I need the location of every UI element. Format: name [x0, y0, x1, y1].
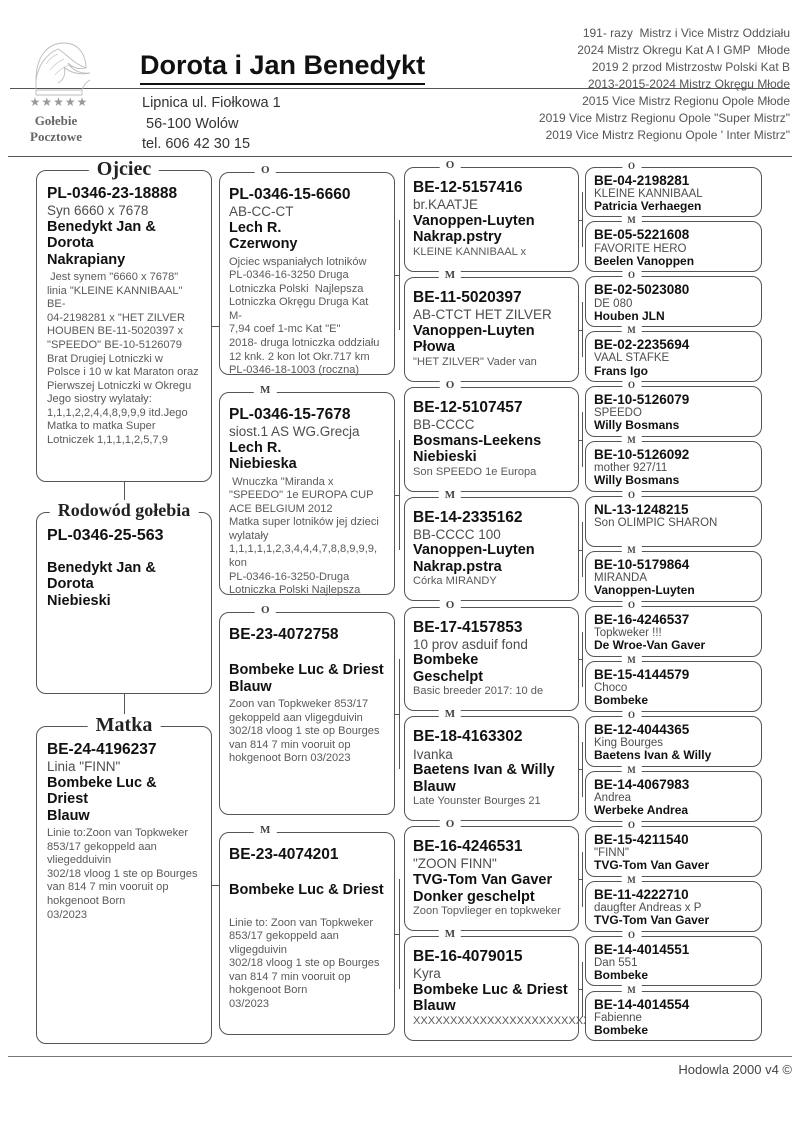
svg-text:★★★★★: ★★★★★ [30, 95, 89, 108]
